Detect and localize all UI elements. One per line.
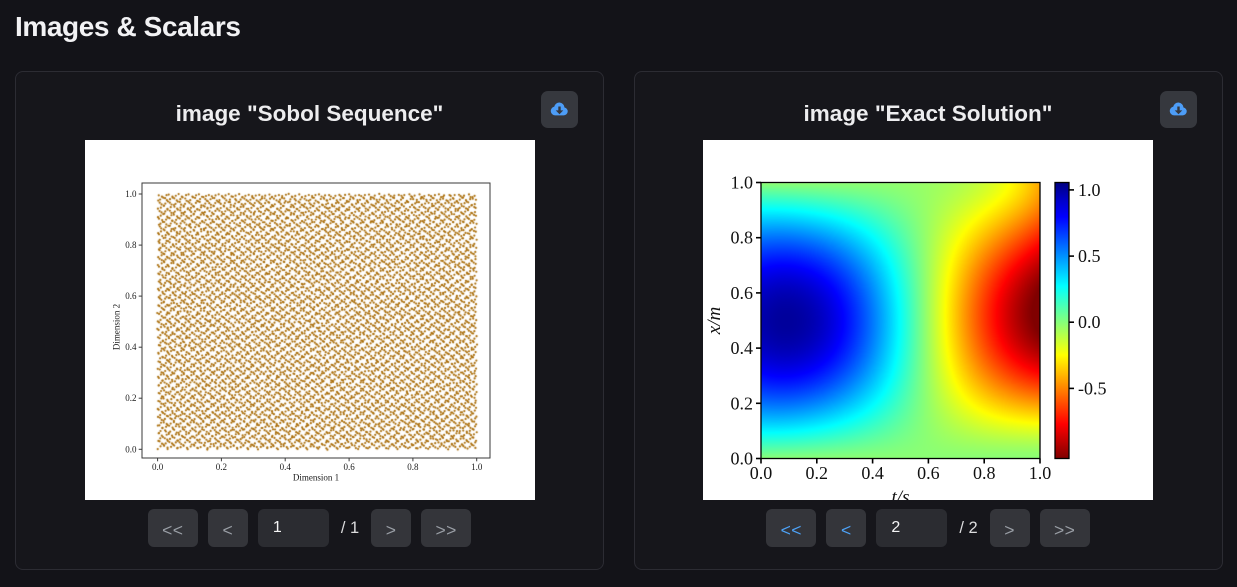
svg-text:0.0: 0.0 [151, 462, 163, 472]
svg-text:1.0: 1.0 [731, 173, 754, 193]
svg-text:0.5: 0.5 [1078, 246, 1101, 266]
svg-text:0.4: 0.4 [279, 462, 291, 472]
svg-text:0.4: 0.4 [125, 342, 137, 352]
svg-text:1.0: 1.0 [125, 189, 137, 199]
svg-text:0.0: 0.0 [750, 463, 773, 483]
svg-text:0.2: 0.2 [215, 462, 226, 472]
svg-text:x/m: x/m [704, 307, 725, 335]
svg-text:0.6: 0.6 [731, 283, 754, 303]
svg-text:1.0: 1.0 [1029, 463, 1052, 483]
svg-text:0.0: 0.0 [731, 449, 754, 469]
svg-text:0.2: 0.2 [731, 393, 754, 413]
svg-text:-0.5: -0.5 [1078, 378, 1107, 398]
svg-text:0.8: 0.8 [125, 240, 137, 250]
svg-text:0.8: 0.8 [973, 463, 996, 483]
svg-text:0.2: 0.2 [806, 463, 829, 483]
svg-text:t/s: t/s [892, 487, 910, 500]
svg-text:0.0: 0.0 [1078, 312, 1101, 332]
svg-text:0.6: 0.6 [125, 291, 137, 301]
svg-text:0.6: 0.6 [917, 463, 940, 483]
svg-text:0.6: 0.6 [343, 462, 355, 472]
svg-text:1.0: 1.0 [471, 462, 483, 472]
svg-text:0.4: 0.4 [861, 463, 884, 483]
svg-text:0.8: 0.8 [731, 228, 754, 248]
svg-text:Dimension 1: Dimension 1 [292, 473, 338, 483]
svg-text:0.2: 0.2 [125, 393, 136, 403]
svg-text:0.4: 0.4 [731, 338, 754, 358]
svg-text:0.0: 0.0 [125, 444, 137, 454]
svg-text:0.8: 0.8 [407, 462, 419, 472]
svg-text:Dimension 2: Dimension 2 [111, 304, 121, 350]
svg-text:1.0: 1.0 [1078, 180, 1101, 200]
